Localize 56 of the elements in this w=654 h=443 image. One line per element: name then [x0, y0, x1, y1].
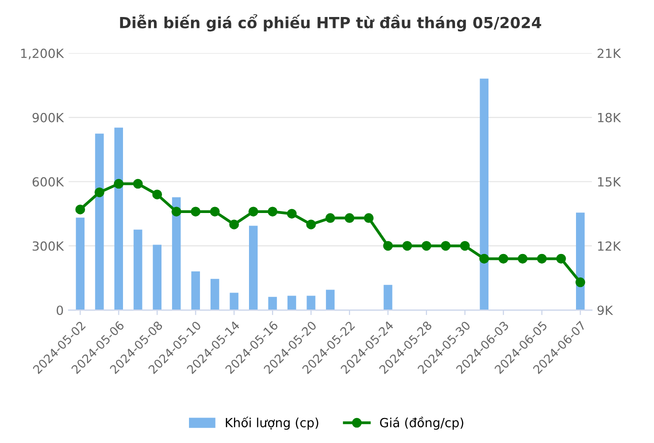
point	[210, 206, 220, 216]
bar	[152, 244, 162, 310]
point	[575, 277, 586, 288]
y2-tick-label: 9K	[598, 306, 614, 316]
y-tick-label: 1,200K	[21, 48, 64, 60]
point	[114, 178, 124, 189]
point	[498, 254, 508, 264]
point	[383, 241, 393, 251]
y-tick-label: 300K	[32, 241, 64, 251]
bar	[95, 134, 104, 310]
bar	[172, 197, 181, 310]
y-tick-label: 900K	[32, 112, 64, 122]
y2-tick-label: 18K	[598, 112, 622, 122]
bar	[480, 78, 488, 310]
bar	[306, 296, 316, 310]
point	[440, 241, 451, 251]
point	[133, 178, 143, 189]
point	[556, 254, 566, 264]
point	[364, 213, 374, 223]
bar	[249, 226, 258, 310]
y2-tick-label: 12K	[598, 241, 622, 251]
point	[94, 187, 104, 198]
point	[479, 254, 490, 264]
point	[518, 254, 528, 264]
y-tick-label: 0	[56, 306, 63, 316]
bar	[384, 284, 392, 310]
point	[268, 206, 278, 216]
point	[306, 220, 316, 230]
point	[325, 213, 336, 223]
bar	[268, 296, 277, 310]
legend-label: Giá (đồng/cp)	[380, 416, 464, 430]
point	[75, 204, 86, 214]
y-tick-label: 600K	[32, 177, 64, 187]
bar	[287, 296, 296, 310]
point	[190, 206, 200, 216]
bar	[326, 290, 335, 310]
point	[402, 241, 412, 251]
bar	[210, 278, 220, 310]
point	[460, 241, 470, 251]
point	[286, 208, 297, 219]
point	[422, 241, 432, 251]
chart-title: Diễn biến giá cổ phiếu HTP từ đầu tháng 05/2024	[120, 14, 542, 32]
bar	[114, 128, 124, 310]
point	[248, 206, 258, 216]
bar	[76, 218, 85, 310]
point	[172, 206, 182, 216]
bar	[134, 230, 142, 310]
bar	[191, 271, 200, 310]
point	[344, 213, 354, 223]
y2-tick-label: 21K	[598, 48, 622, 58]
point	[229, 220, 239, 230]
bar	[230, 292, 238, 310]
legend-label: Khối lượng (cp)	[226, 416, 318, 430]
y2-tick-label: 15K	[598, 177, 622, 187]
point	[536, 254, 547, 264]
point	[152, 190, 162, 200]
